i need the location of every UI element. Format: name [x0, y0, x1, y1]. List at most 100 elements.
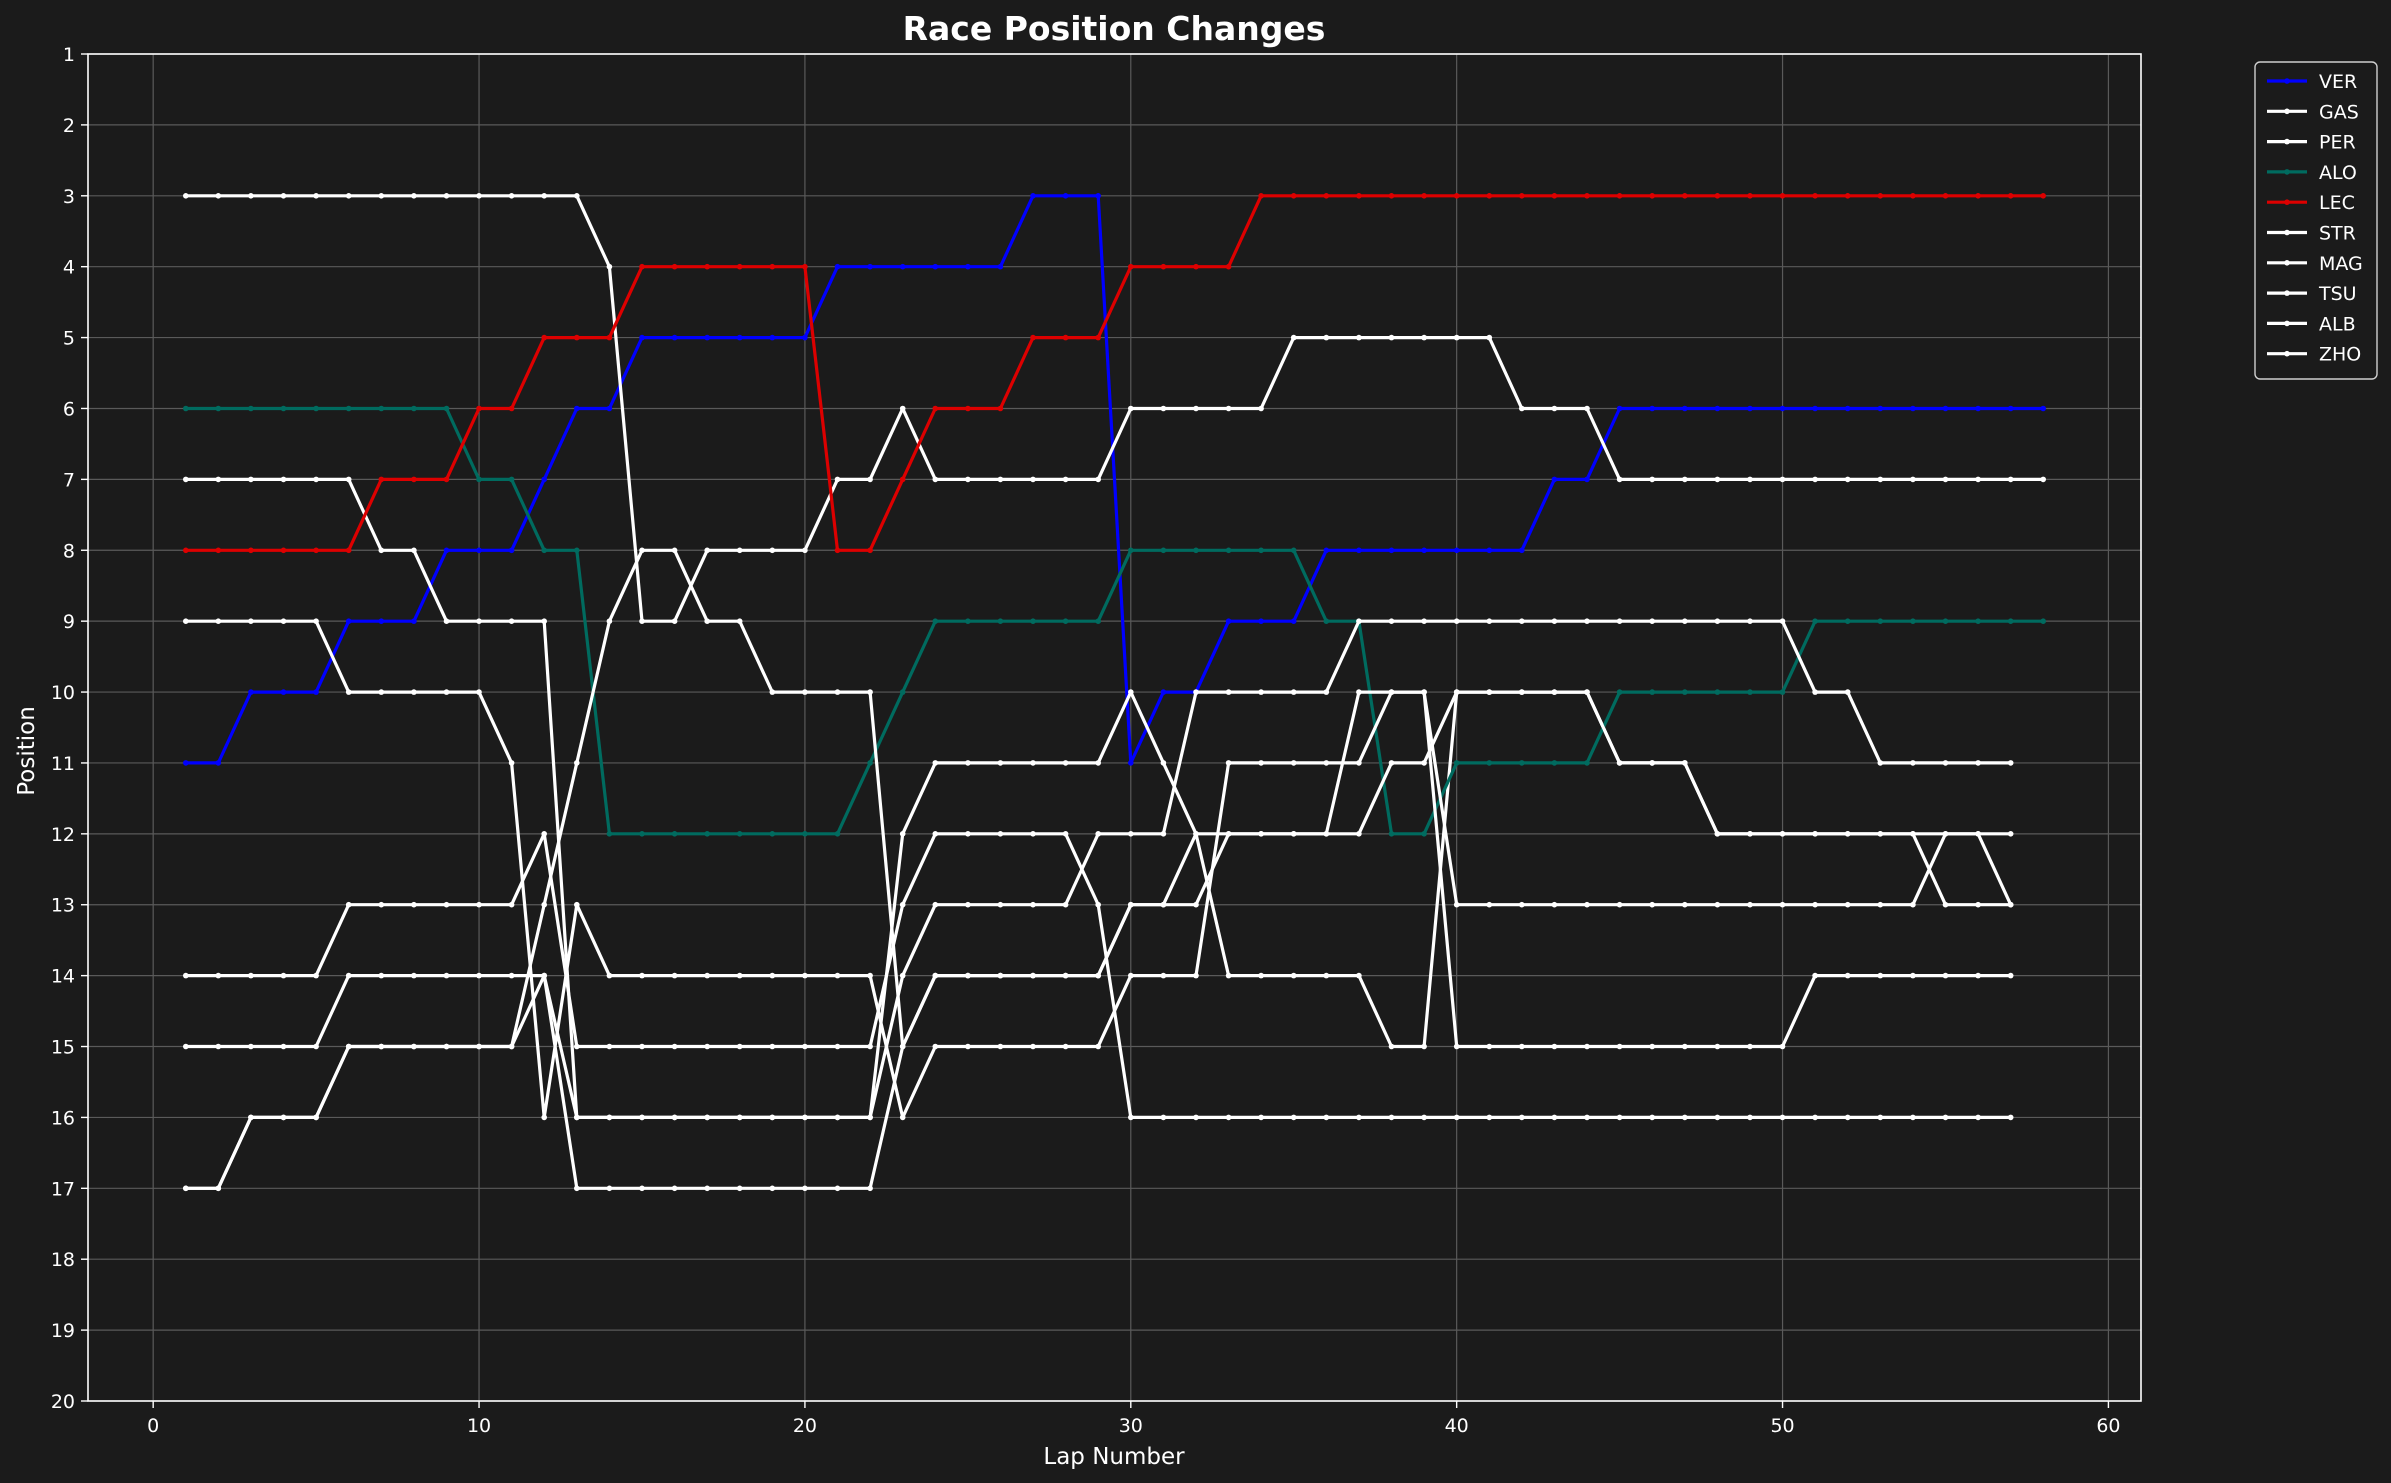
series-gas [183, 193, 2046, 624]
data-point [1584, 1043, 1590, 1050]
data-point [248, 972, 254, 979]
data-point [541, 547, 547, 554]
data-point [248, 405, 254, 412]
data-point [899, 831, 906, 837]
series-mag [183, 831, 2014, 1121]
data-point [1584, 901, 1590, 908]
data-point [1193, 689, 1199, 695]
data-point [1812, 831, 1818, 837]
data-point [965, 476, 971, 483]
data-point [1225, 547, 1232, 554]
data-point [1812, 193, 1818, 199]
data-point [1551, 901, 1558, 908]
data-point [997, 405, 1004, 412]
data-point [443, 405, 450, 412]
data-point [639, 1043, 645, 1050]
data-point [1193, 547, 1199, 554]
data-point [1812, 618, 1818, 624]
data-point [508, 405, 515, 412]
data-point [802, 1185, 808, 1192]
data-point [834, 476, 841, 483]
data-point [1779, 1043, 1786, 1050]
data-point [834, 1114, 841, 1121]
data-point [1747, 476, 1753, 483]
data-point [834, 263, 841, 270]
data-point [1682, 193, 1688, 199]
data-point [1877, 193, 1884, 199]
data-point [508, 901, 515, 908]
data-point [834, 547, 841, 554]
data-point [1877, 1114, 1884, 1121]
data-point [1486, 1114, 1493, 1121]
data-point [834, 689, 841, 695]
data-point [1747, 193, 1753, 199]
data-point [704, 547, 710, 554]
data-point [313, 476, 319, 483]
legend-marker [2284, 138, 2290, 145]
data-point [215, 547, 222, 554]
data-point [899, 689, 906, 695]
data-point [1584, 760, 1590, 766]
data-point [574, 547, 580, 554]
data-point [1812, 1114, 1818, 1121]
x-tick-label: 40 [1445, 1415, 1469, 1437]
data-point [313, 689, 319, 695]
data-point [1779, 476, 1786, 483]
data-point [1975, 1114, 1981, 1121]
data-point [1062, 334, 1069, 341]
data-point [1453, 689, 1460, 695]
data-point [1258, 1114, 1264, 1121]
legend-label: ZHO [2319, 344, 2361, 366]
data-point [443, 689, 450, 695]
data-point [1421, 618, 1427, 624]
y-tick-label: 18 [51, 1249, 75, 1271]
data-point [1453, 1114, 1460, 1121]
data-point [345, 193, 352, 199]
data-point [1714, 476, 1721, 483]
data-point [899, 972, 906, 979]
x-tick-label: 20 [793, 1415, 817, 1437]
data-point [1258, 547, 1264, 554]
data-point [2007, 618, 2014, 624]
data-point [802, 1114, 808, 1121]
y-tick-label: 10 [51, 682, 75, 704]
y-tick-label: 4 [63, 257, 75, 279]
data-point [1975, 405, 1981, 412]
data-point [1747, 901, 1753, 908]
data-point [313, 547, 319, 554]
data-point [1584, 689, 1590, 695]
data-point [1323, 689, 1330, 695]
data-point [345, 901, 352, 908]
data-point [1095, 760, 1101, 766]
data-point [1942, 193, 1949, 199]
legend-marker [2284, 260, 2290, 266]
data-point [1486, 689, 1493, 695]
data-point [1193, 1114, 1199, 1121]
data-point [1519, 1114, 1525, 1121]
data-point [1519, 760, 1525, 766]
data-point [2007, 831, 2014, 837]
data-point [1160, 263, 1167, 270]
data-point [313, 972, 319, 979]
data-point [1421, 1043, 1427, 1050]
series-line-lec [185, 194, 2044, 552]
data-point [899, 263, 906, 270]
data-point [1128, 689, 1134, 695]
x-tick-label: 50 [1770, 1415, 1794, 1437]
data-point [1290, 547, 1297, 554]
data-point [1062, 901, 1069, 908]
data-point [1747, 689, 1753, 695]
data-point [1290, 972, 1297, 979]
data-point [1779, 405, 1786, 412]
data-point [1779, 901, 1786, 908]
data-point [1682, 689, 1688, 695]
data-point [541, 831, 547, 837]
data-point [411, 689, 417, 695]
data-point [574, 1185, 580, 1192]
data-point [280, 972, 287, 979]
data-point [1519, 618, 1525, 624]
data-point [2007, 405, 2014, 412]
data-point [1910, 901, 1916, 908]
data-point [1486, 193, 1493, 199]
data-point [1616, 1043, 1623, 1050]
